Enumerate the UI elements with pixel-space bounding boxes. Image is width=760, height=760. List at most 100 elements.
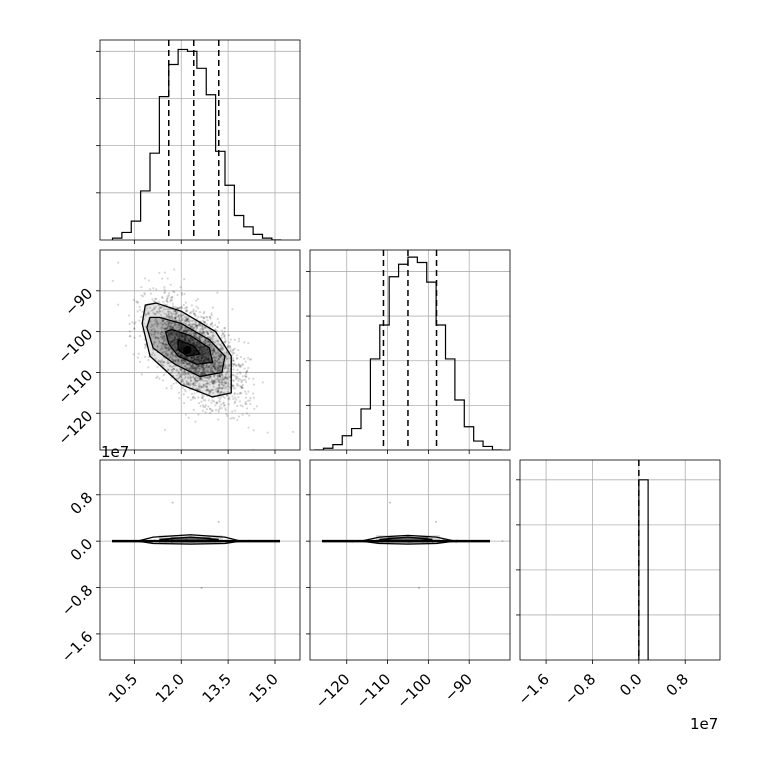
scatter-point [182, 373, 186, 376]
scatter-point [187, 340, 190, 344]
scatter-point [220, 334, 223, 337]
scatter-point [209, 411, 212, 415]
scatter-point [181, 378, 184, 381]
scatter-point [166, 301, 169, 304]
scatter-point [210, 338, 213, 341]
scatter-point [219, 365, 222, 368]
scatter-point [163, 361, 166, 364]
scatter-point [195, 357, 198, 361]
scatter-point [166, 361, 169, 364]
scatter-point [204, 342, 207, 345]
contour-r1c0-1 [146, 316, 226, 378]
scatter-point [179, 368, 182, 371]
scatter-point [185, 316, 188, 319]
scatter-point [181, 334, 184, 337]
scatter-point [192, 327, 195, 330]
scatter-point [166, 296, 169, 300]
scatter-point [194, 380, 197, 383]
scatter-point [166, 331, 169, 334]
scatter-point [197, 364, 200, 367]
scatter-point [198, 349, 201, 352]
scatter-point [152, 331, 155, 334]
scatter-point [163, 345, 166, 349]
scatter-point [207, 371, 211, 374]
scatter-point [189, 382, 193, 386]
density-core-r2c0 [170, 537, 211, 543]
scatter-point [214, 361, 217, 364]
scatter-point [201, 346, 204, 349]
scatter-point [199, 349, 203, 352]
scatter-point [161, 277, 164, 280]
scatter-point [203, 316, 206, 320]
scatter-point [219, 356, 222, 359]
scatter-point [241, 405, 244, 408]
scatter-point [192, 312, 195, 315]
scatter-point [192, 384, 195, 387]
scatter-point [207, 405, 210, 408]
scatter-point [171, 351, 174, 355]
scatter-point [210, 350, 213, 353]
scatter-point [201, 346, 204, 349]
scatter-point [190, 356, 193, 360]
scatter-point [180, 354, 183, 357]
scatter-point [205, 351, 209, 354]
scatter-point [245, 372, 248, 376]
scatter-point [149, 319, 152, 323]
scatter-point [215, 401, 219, 404]
scatter-point [187, 339, 190, 342]
scatter-point [237, 340, 241, 343]
panel-content-r1c0 [111, 261, 295, 450]
scatter-point [155, 319, 158, 323]
scatter-point [203, 333, 206, 336]
scatter-point [203, 352, 206, 355]
scatter-point [218, 343, 221, 346]
scatter-point [157, 322, 160, 325]
scatter-point [194, 369, 197, 372]
scatter-point [212, 350, 215, 353]
scatter-point [154, 300, 157, 303]
scatter-point [197, 379, 200, 382]
scatter-point [242, 378, 245, 382]
scatter-point [198, 322, 201, 326]
scatter-point [218, 376, 221, 379]
scatter-point [210, 330, 213, 333]
scatter-point [228, 341, 231, 344]
scatter-point [176, 293, 179, 297]
scatter-point [199, 351, 202, 354]
scatter-point [140, 286, 143, 289]
scatter-point [241, 383, 244, 387]
scatter-point [226, 382, 230, 385]
scatter-point [200, 371, 203, 375]
scatter-point [192, 395, 195, 399]
scatter-point [173, 336, 176, 340]
scatter-point [179, 315, 182, 318]
scatter-point [224, 340, 227, 343]
scatter-point [188, 366, 192, 370]
scatter-point [186, 381, 190, 384]
scatter-point [221, 380, 224, 384]
scatter-point [152, 349, 155, 352]
scatter-point [190, 367, 194, 371]
scatter-point [207, 332, 210, 336]
scatter-point [201, 356, 204, 360]
scatter-point [202, 399, 205, 402]
scatter-point [184, 413, 188, 416]
scatter-point [245, 392, 248, 395]
scatter-point [183, 372, 186, 376]
scatter-point [191, 364, 194, 367]
scatter-point [176, 315, 179, 319]
scatter-point [117, 303, 120, 306]
scatter-point [166, 346, 169, 350]
scatter-point [165, 347, 168, 350]
scatter-point [177, 351, 180, 354]
scatter-point [177, 377, 180, 381]
scatter-point [206, 381, 209, 385]
scatter-point [177, 376, 180, 379]
scatter-point [194, 320, 197, 323]
scatter-point [202, 386, 205, 389]
scatter-point [210, 366, 214, 369]
scatter-point [231, 385, 235, 388]
scatter-point [159, 313, 162, 317]
scatter-point [192, 327, 195, 330]
scatter-point [111, 279, 114, 282]
